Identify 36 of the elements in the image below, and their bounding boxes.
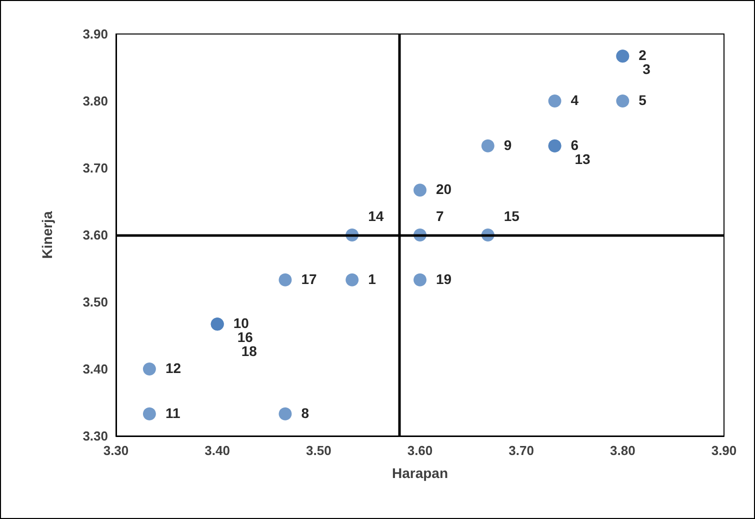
annotation: 20 (436, 181, 452, 198)
annotation: 5 (638, 92, 647, 108)
annotation: 10 (233, 315, 250, 332)
annotation: 15 (504, 208, 520, 224)
annotation: 8 (301, 404, 310, 421)
x-tick-label: 3.50 (306, 443, 332, 458)
y-tick-label: 3.40 (82, 362, 108, 376)
x-tick-label: 3.40 (204, 443, 230, 458)
x-tick-label: 3.70 (508, 443, 534, 458)
x-tick-label: 3.30 (103, 443, 129, 458)
y-axis-title: Kinerja (39, 211, 55, 259)
annotation: 18 (241, 343, 258, 360)
annotation: 1 (368, 270, 376, 287)
annotation: 4 (570, 92, 579, 108)
annotation: 9 (504, 136, 512, 153)
annotation: 14 (368, 208, 384, 224)
y-tick-label: 3.30 (82, 428, 108, 444)
y-tick-label: 3.90 (82, 26, 108, 42)
y-tick-label: 3.80 (82, 94, 108, 108)
annotation: 17 (301, 270, 318, 287)
annotation: 11 (165, 404, 180, 421)
annotation: 3 (642, 61, 651, 78)
annotation: 2 (638, 47, 647, 64)
x-axis-title: Harapan (392, 465, 448, 481)
y-tick-label: 3.60 (82, 228, 108, 242)
y-tick-label: 3.50 (82, 294, 108, 310)
annotation: 12 (165, 360, 182, 376)
x-tick-label: 3.90 (711, 443, 737, 458)
x-tick-label: 3.80 (610, 443, 636, 458)
annotation: 6 (570, 136, 579, 153)
y-tick-label: 3.70 (82, 160, 108, 176)
annotation: 16 (237, 329, 254, 346)
annotation: 19 (436, 270, 452, 287)
x-tick-label: 3.60 (407, 443, 433, 458)
annotation: 13 (574, 150, 591, 167)
annotation: 7 (436, 208, 444, 224)
